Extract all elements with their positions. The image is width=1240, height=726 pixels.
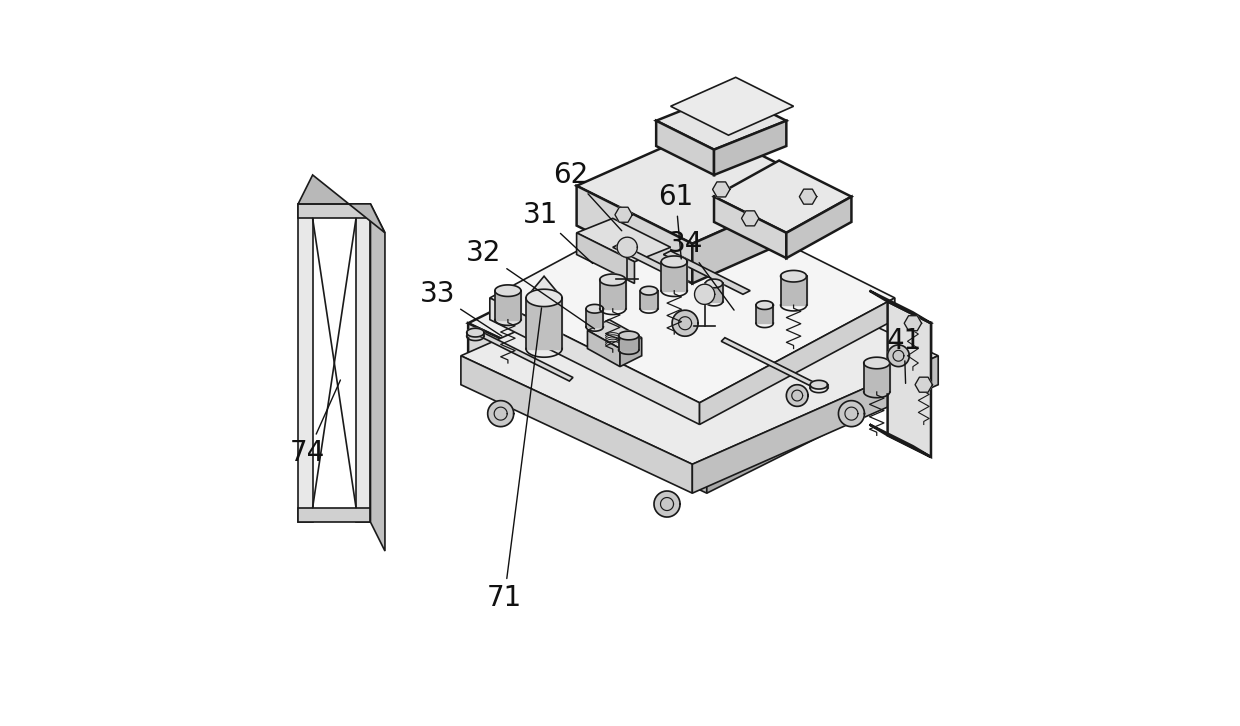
Polygon shape: [714, 121, 786, 175]
Polygon shape: [869, 425, 931, 457]
Polygon shape: [692, 186, 822, 283]
Polygon shape: [461, 248, 939, 464]
Text: 62: 62: [553, 161, 621, 231]
Polygon shape: [672, 310, 698, 336]
Polygon shape: [888, 301, 931, 457]
Text: 31: 31: [523, 201, 593, 264]
Polygon shape: [640, 286, 657, 295]
Polygon shape: [864, 357, 890, 369]
Text: 34: 34: [667, 229, 734, 310]
Polygon shape: [490, 193, 895, 403]
Polygon shape: [904, 316, 921, 331]
Text: 32: 32: [466, 239, 594, 329]
Polygon shape: [526, 298, 562, 348]
Polygon shape: [371, 204, 384, 551]
Polygon shape: [600, 280, 626, 309]
Polygon shape: [661, 256, 687, 268]
Polygon shape: [780, 276, 806, 305]
Polygon shape: [469, 211, 931, 436]
Polygon shape: [490, 298, 699, 425]
Polygon shape: [298, 204, 312, 522]
Polygon shape: [661, 262, 687, 290]
Polygon shape: [620, 338, 641, 367]
Polygon shape: [756, 305, 774, 323]
Polygon shape: [618, 237, 637, 258]
Polygon shape: [707, 367, 931, 493]
Polygon shape: [469, 323, 707, 478]
Polygon shape: [526, 276, 562, 298]
Text: 74: 74: [290, 380, 341, 468]
Polygon shape: [298, 175, 384, 233]
Polygon shape: [656, 121, 714, 175]
Polygon shape: [587, 304, 604, 313]
Polygon shape: [713, 182, 730, 197]
Polygon shape: [587, 309, 604, 327]
Polygon shape: [466, 333, 484, 336]
Text: 41: 41: [887, 327, 921, 383]
Polygon shape: [742, 211, 759, 226]
Polygon shape: [714, 197, 786, 258]
Polygon shape: [800, 189, 817, 204]
Polygon shape: [786, 197, 852, 258]
Polygon shape: [526, 289, 562, 306]
Polygon shape: [640, 290, 657, 309]
Polygon shape: [663, 251, 750, 294]
Polygon shape: [780, 270, 806, 282]
Polygon shape: [864, 363, 890, 392]
Polygon shape: [356, 204, 371, 522]
Polygon shape: [577, 233, 635, 283]
Polygon shape: [707, 323, 931, 478]
Text: 33: 33: [420, 280, 502, 336]
Polygon shape: [786, 385, 808, 407]
Polygon shape: [577, 219, 671, 262]
Polygon shape: [838, 401, 864, 427]
Polygon shape: [495, 290, 521, 319]
Polygon shape: [298, 507, 371, 522]
Polygon shape: [577, 186, 692, 283]
Polygon shape: [915, 378, 932, 392]
Polygon shape: [694, 284, 714, 304]
Polygon shape: [613, 244, 684, 280]
Polygon shape: [706, 279, 723, 287]
Polygon shape: [671, 78, 794, 135]
Polygon shape: [466, 328, 484, 337]
Polygon shape: [577, 128, 822, 244]
Polygon shape: [706, 283, 723, 301]
Polygon shape: [619, 335, 639, 350]
Polygon shape: [756, 301, 774, 309]
Polygon shape: [475, 330, 573, 381]
Polygon shape: [588, 330, 620, 367]
Polygon shape: [495, 285, 521, 296]
Polygon shape: [722, 338, 818, 388]
Polygon shape: [810, 380, 827, 389]
Polygon shape: [653, 491, 680, 517]
Polygon shape: [619, 331, 639, 340]
Polygon shape: [469, 367, 707, 493]
Polygon shape: [487, 401, 513, 427]
Polygon shape: [298, 204, 371, 219]
Text: 61: 61: [658, 183, 693, 259]
Polygon shape: [888, 345, 909, 367]
Polygon shape: [869, 290, 931, 323]
Polygon shape: [699, 298, 895, 425]
Polygon shape: [810, 385, 827, 388]
Text: 71: 71: [486, 308, 542, 612]
Polygon shape: [461, 356, 692, 493]
Polygon shape: [600, 274, 626, 285]
Polygon shape: [588, 319, 641, 348]
Polygon shape: [714, 160, 852, 233]
Polygon shape: [615, 207, 632, 222]
Polygon shape: [656, 91, 786, 150]
Polygon shape: [692, 356, 939, 493]
